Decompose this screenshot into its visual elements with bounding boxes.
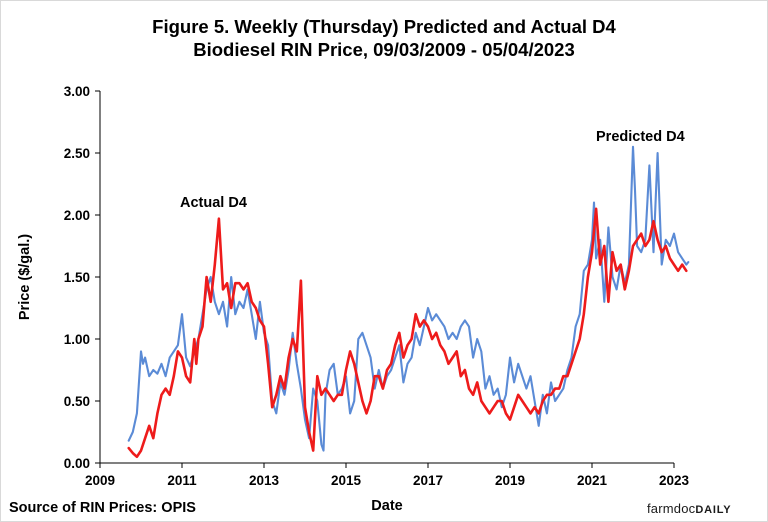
farmdoc-daily-logo: farmdocDAILY: [647, 501, 731, 516]
x-tick-label: 2023: [659, 473, 690, 488]
y-tick-label: 2.50: [64, 146, 90, 161]
x-axis-ticks: 2009 2011 2013 2015 2017 2019 2021 2023: [85, 463, 690, 488]
x-axis-title: Date: [371, 498, 402, 514]
y-axis-ticks: 0.00 0.50 1.00 1.50 2.00 2.50 3.00: [64, 84, 100, 471]
x-tick-label: 2021: [577, 473, 608, 488]
x-tick-label: 2015: [331, 473, 362, 488]
y-tick-label: 1.50: [64, 270, 90, 285]
predicted-d4-label: Predicted D4: [596, 129, 685, 145]
logo-daily-text: DAILY: [695, 504, 732, 516]
x-tick-label: 2017: [413, 473, 443, 488]
y-tick-label: 0.50: [64, 394, 90, 409]
y-tick-label: 2.00: [64, 208, 90, 223]
chart-title-line-2: Biodiesel RIN Price, 09/03/2009 - 05/04/…: [193, 39, 575, 60]
x-tick-label: 2019: [495, 473, 525, 488]
series-layer: [127, 145, 690, 459]
predicted-d4-line: [127, 145, 690, 452]
x-tick-label: 2011: [167, 473, 197, 488]
logo-main-text: farmdoc: [647, 501, 696, 516]
chart-title: Figure 5. Weekly (Thursday) Predicted an…: [1, 15, 767, 61]
source-note: Source of RIN Prices: OPIS: [9, 500, 196, 516]
chart-title-line-1: Figure 5. Weekly (Thursday) Predicted an…: [152, 16, 616, 37]
y-axis-title: Price ($/gal.): [17, 234, 33, 320]
y-tick-label: 3.00: [64, 84, 90, 99]
x-tick-label: 2013: [249, 473, 280, 488]
actual-d4-line: [127, 207, 688, 459]
y-tick-label: 0.00: [64, 456, 90, 471]
actual-d4-label: Actual D4: [180, 195, 247, 211]
y-tick-label: 1.00: [64, 332, 90, 347]
x-tick-label: 2009: [85, 473, 115, 488]
